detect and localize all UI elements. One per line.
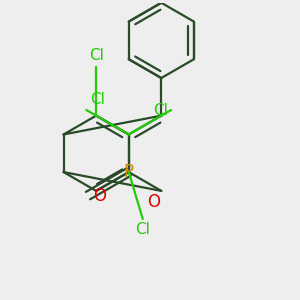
Text: Cl: Cl	[90, 92, 104, 107]
Text: P: P	[124, 163, 134, 181]
Text: Cl: Cl	[135, 222, 150, 237]
Text: Cl: Cl	[153, 103, 168, 118]
Text: O: O	[93, 187, 106, 205]
Text: Cl: Cl	[89, 49, 104, 64]
Text: O: O	[147, 193, 160, 211]
